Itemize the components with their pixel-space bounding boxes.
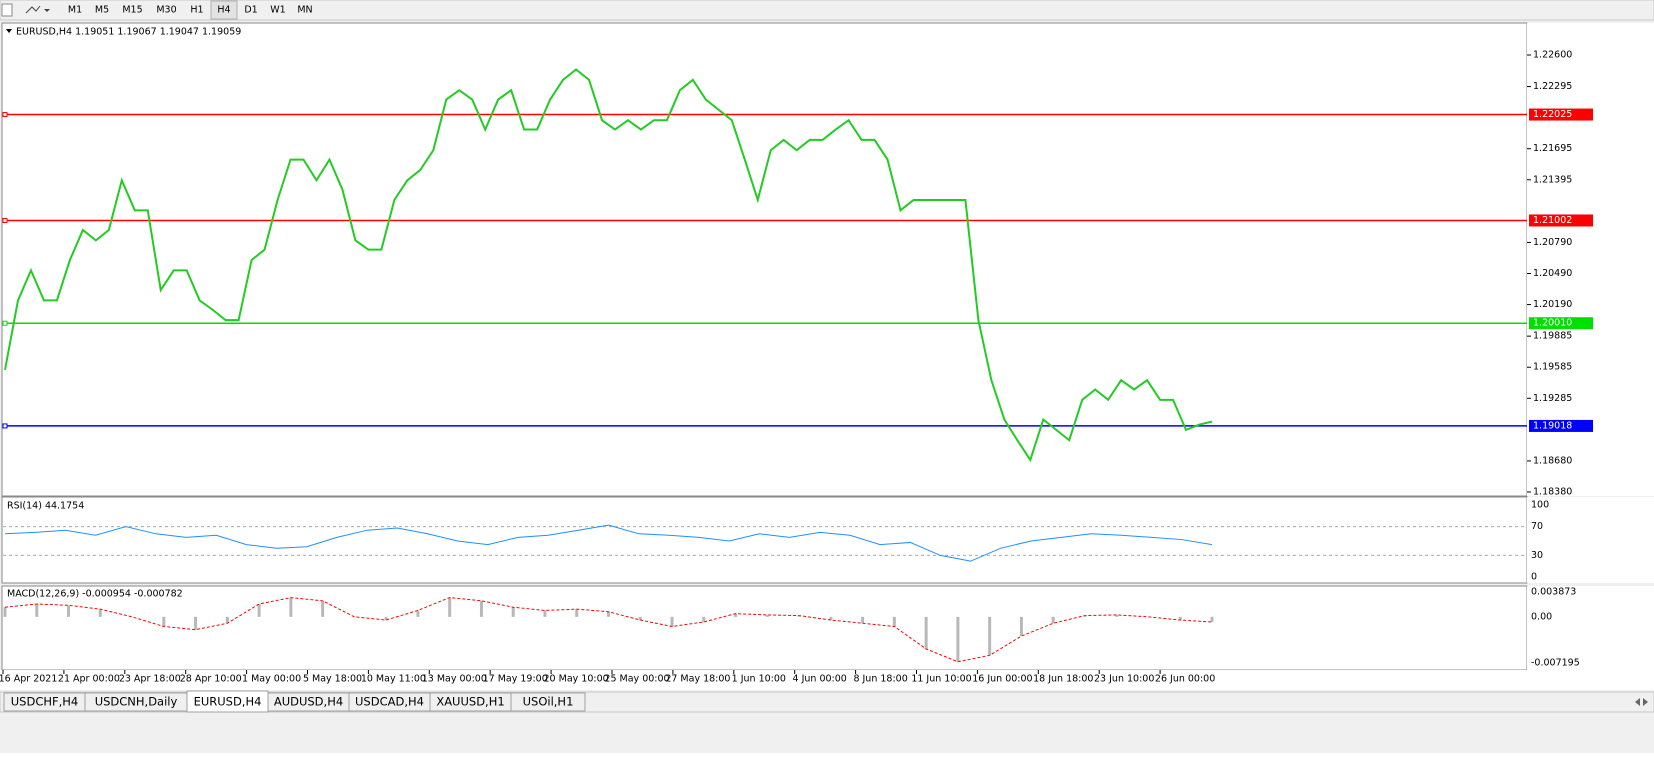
level-price-label: 1.21002 [1533,215,1572,226]
macd-tick-label: -0.007195 [1531,658,1580,669]
level-handle[interactable] [2,217,8,223]
time-tick-label: 18 Jun 18:00 [1033,674,1093,685]
time-tick-label: 1 May 00:00 [242,674,301,685]
timeframe-button[interactable]: D1 [244,5,257,16]
time-tick-label: 28 Apr 10:00 [180,674,242,685]
macd-label: MACD(12,26,9) -0.000954 -0.000782 [7,589,183,600]
time-tick-label: 26 Jun 00:00 [1155,674,1215,685]
level-price-label: 1.19018 [1533,420,1572,431]
time-tick-label: 23 Apr 18:00 [119,674,181,685]
price-axis [1527,23,1654,496]
price-tick-label: 1.20790 [1533,237,1572,248]
level-handle[interactable] [2,112,8,118]
rsi-tick-label: 70 [1531,521,1543,532]
price-tick-label: 1.21695 [1533,143,1572,154]
price-tick-label: 1.19585 [1533,362,1572,373]
price-tick-label: 1.19885 [1533,331,1572,342]
price-tick-label: 1.18380 [1533,487,1572,498]
time-tick-label: 25 May 00:00 [604,674,669,685]
time-tick-label: 4 Jun 00:00 [793,674,847,685]
toolbar-icon[interactable] [25,5,41,14]
level-price-label: 1.20010 [1533,318,1572,329]
header-arrow [6,29,12,33]
chart-header: EURUSD,H4 1.19051 1.19067 1.19047 1.1905… [16,27,241,38]
macd-axis [1527,586,1654,670]
level-price-box [1529,317,1593,330]
toolbar [0,0,1654,21]
time-tick-label: 17 May 19:00 [483,674,548,685]
tab-label[interactable]: AUDUSD,H4 [274,695,343,709]
time-tick-label: 10 May 11:00 [361,674,426,685]
time-tick-label: 11 Jun 10:00 [911,674,971,685]
price-tick-label: 1.22600 [1533,50,1572,61]
tab-scroll-left[interactable] [1635,698,1640,706]
price-tick-label: 1.22295 [1533,81,1572,92]
tab[interactable] [510,692,586,712]
rsi-tick-label: 0 [1531,572,1537,583]
time-tick-label: 13 May 00:00 [422,674,487,685]
timeframe-button[interactable]: M15 [122,5,142,16]
macd-tick-label: 0.003873 [1531,587,1576,598]
toolbar-dropdown[interactable] [44,9,50,12]
rsi-axis [1527,497,1654,583]
tab-label[interactable]: EURUSD,H4 [194,695,262,709]
time-tick-label: 20 May 10:00 [544,674,609,685]
level-price-box [1529,214,1593,227]
time-tick-label: 27 May 18:00 [665,674,730,685]
tab-label[interactable]: XAUUSD,H1 [436,695,504,709]
level-handle[interactable] [2,423,8,429]
timeframe-button[interactable]: MN [297,5,312,16]
price-tick-label: 1.20490 [1533,268,1572,279]
level-price-label: 1.22025 [1533,109,1572,120]
rsi-panel [1,496,1528,584]
tab-scroll-right[interactable] [1643,698,1648,706]
macd-panel [1,585,1528,671]
timeframe-button[interactable]: W1 [270,5,285,16]
tab-label[interactable]: USDCAD,H4 [355,695,424,709]
rsi-tick-label: 100 [1531,500,1549,511]
main-chart-panel [1,22,1528,497]
time-tick-label: 8 Jun 18:00 [853,674,907,685]
rsi-tick-label: 30 [1531,550,1543,561]
rsi-line [4,524,1213,562]
time-tick-label: 23 Jun 10:00 [1094,674,1154,685]
timeframe-button[interactable]: M30 [156,5,176,16]
macd-tick-label: 0.00 [1531,611,1552,622]
rsi-label: RSI(14) 44.1754 [7,501,84,512]
time-tick-label: 16 Apr 2021 [0,674,57,685]
tab-label[interactable]: USDCNH,Daily [95,695,178,709]
timeframe-button[interactable]: H1 [190,5,203,16]
time-tick-label: 5 May 18:00 [303,674,362,685]
time-axis [0,670,1654,690]
timeframe-button-active[interactable] [210,0,238,20]
toolbar-icon[interactable] [1,3,13,17]
tab-label[interactable]: USOil,H1 [523,695,574,709]
timeframe-button[interactable]: M5 [95,5,109,16]
level-price-box [1529,419,1593,432]
level-price-box [1529,108,1593,121]
price-tick-label: 1.20190 [1533,299,1572,310]
price-tick-label: 1.19285 [1533,393,1572,404]
timeframe-button[interactable]: H4 [217,5,230,16]
price-tick-label: 1.21395 [1533,174,1572,185]
timeframe-button[interactable]: M1 [68,5,82,16]
time-tick-label: 1 Jun 10:00 [732,674,786,685]
price-line [4,68,1213,463]
level-handle[interactable] [2,320,8,326]
time-tick-label: 21 Apr 00:00 [58,674,120,685]
tab-label[interactable]: USDCHF,H4 [11,695,78,709]
time-tick-label: 16 Jun 00:00 [972,674,1032,685]
macd-signal-line [4,597,1213,663]
price-tick-label: 1.18680 [1533,455,1572,466]
